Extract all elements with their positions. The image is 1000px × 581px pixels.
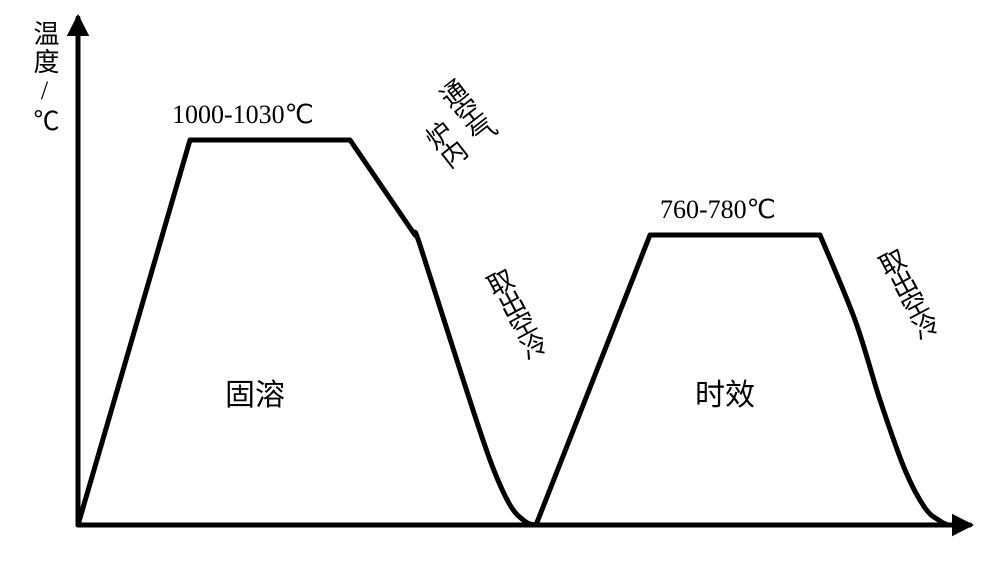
region2-label: 时效 [695, 370, 755, 414]
diagram-container: 温度/℃ 1000-1030℃ 760-780℃ 固溶 时效 炉内通空气 取出空… [0, 0, 1000, 581]
region1-label: 固溶 [225, 370, 285, 414]
plateau2-temp-label: 760-780℃ [660, 195, 776, 225]
y-axis-label: 温度/℃ [26, 20, 63, 135]
plateau1-temp-label: 1000-1030℃ [172, 100, 314, 130]
